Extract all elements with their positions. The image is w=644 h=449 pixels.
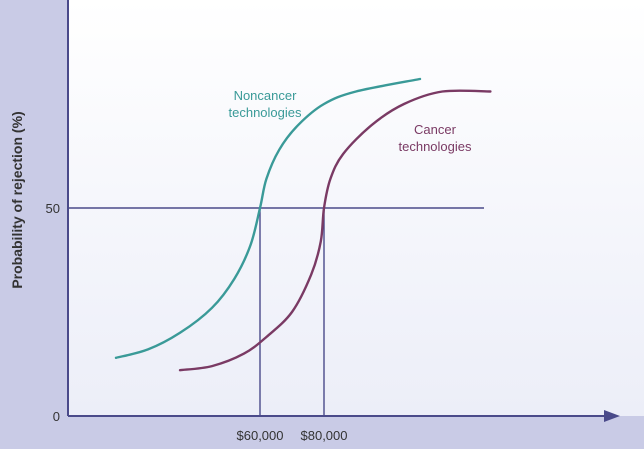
x-tick-label-60000: $60,000 xyxy=(237,428,284,443)
y-tick-label-0: 0 xyxy=(53,409,60,424)
series-label-noncancer: Noncancer technologies xyxy=(229,88,302,120)
series-label-cancer: Cancer technologies xyxy=(399,122,472,154)
y-tick-label-50: 50 xyxy=(46,201,60,216)
x-axis-arrow xyxy=(604,410,620,422)
y-axis-label: Probability of rejection (%) xyxy=(9,111,25,288)
series-line-noncancer xyxy=(114,77,422,359)
x-tick-label-80000: $80,000 xyxy=(301,428,348,443)
series-line-cancer xyxy=(178,89,492,372)
